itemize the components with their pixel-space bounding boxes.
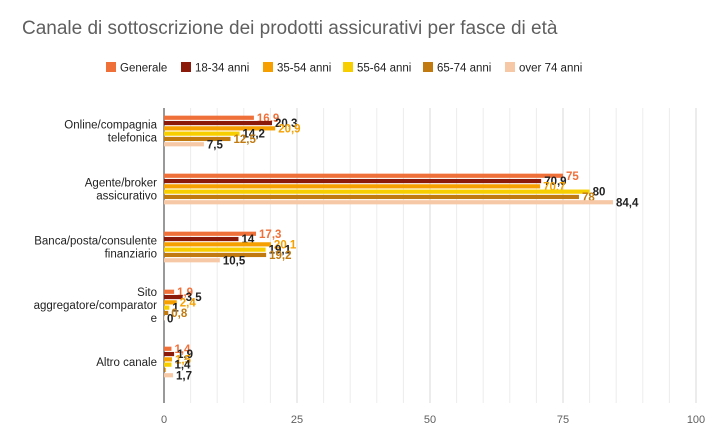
category-label-line: Altro canale — [96, 357, 157, 369]
data-label: 19,1 — [269, 245, 292, 257]
bar — [164, 294, 183, 300]
legend-swatch — [106, 62, 116, 72]
data-label: 0,8 — [171, 308, 188, 320]
category-label-line: assicurativo — [96, 191, 157, 203]
category-label: Altro canale — [96, 357, 157, 369]
bar — [164, 115, 254, 120]
bar — [164, 316, 165, 321]
x-tick-label: 0 — [161, 414, 167, 426]
x-tick-label: 50 — [424, 414, 436, 426]
legend-entry: 65-74 anni — [437, 63, 491, 75]
bar — [164, 142, 204, 147]
legend-swatch — [343, 62, 353, 72]
data-label: 1,4 — [174, 344, 191, 356]
legend-swatch — [423, 62, 433, 72]
x-tick-label: 25 — [291, 414, 303, 426]
legend-entry: 35-54 anni — [277, 63, 331, 75]
category-label-line: e — [151, 313, 157, 325]
x-tick-label: 75 — [557, 414, 569, 426]
bar — [164, 305, 170, 310]
data-label: 14,2 — [243, 129, 265, 141]
data-label: 70,9 — [544, 176, 566, 188]
bar — [164, 126, 276, 131]
data-label: 10,5 — [223, 255, 246, 267]
category-label: Agente/broker assicurativo — [85, 178, 157, 203]
data-label: 1,5 — [175, 354, 192, 366]
legend-entry: 55-64 anni — [357, 63, 411, 75]
legend-entry: over 74 anni — [519, 63, 582, 75]
bar — [164, 184, 541, 189]
bar — [164, 178, 542, 184]
data-label: 7,5 — [207, 139, 224, 151]
bar — [164, 189, 590, 194]
bar — [164, 242, 271, 247]
data-label: 20,1 — [274, 239, 297, 251]
data-label: 20,3 — [275, 118, 297, 130]
data-label: 0 — [167, 313, 173, 325]
data-label: 3,5 — [186, 292, 203, 304]
data-label: 84,4 — [616, 197, 639, 209]
bar — [164, 173, 563, 178]
bar — [164, 236, 239, 242]
bar — [164, 373, 174, 378]
bar — [164, 194, 579, 200]
bar — [164, 252, 267, 258]
category-label-line: telefonica — [108, 133, 158, 145]
category-label-line: Banca/posta/consulente — [34, 236, 157, 248]
bar — [164, 367, 166, 373]
chart-title: Canale di sottoscrizione dei prodotti as… — [22, 18, 558, 39]
bar — [164, 258, 220, 263]
bar — [164, 310, 169, 316]
data-label: 75 — [566, 171, 579, 183]
bar — [164, 136, 231, 142]
bar — [164, 231, 257, 236]
bar — [164, 247, 266, 252]
data-label: 19,2 — [269, 250, 291, 262]
data-label: 2,4 — [180, 297, 197, 309]
legend-swatch — [181, 62, 191, 72]
category-label-line: Sito — [137, 287, 157, 299]
bar — [164, 300, 177, 305]
category-label: Banca/posta/consulente finanziario — [34, 236, 157, 261]
category-label: Online/compagnia telefonica — [64, 120, 157, 145]
legend-entry: 18-34 anni — [195, 63, 249, 75]
x-tick-label: 100 — [687, 414, 705, 426]
data-label: 80 — [593, 187, 606, 199]
category-label-line: Agente/broker — [85, 178, 157, 190]
data-label: 1,4 — [174, 360, 191, 372]
bar — [164, 131, 240, 136]
data-label: 17,3 — [259, 229, 281, 241]
data-label: 1,9 — [177, 349, 193, 361]
data-label: 1,7 — [176, 370, 192, 382]
data-label: 1 — [172, 303, 179, 315]
category-label-line: Online/compagnia — [64, 120, 157, 132]
category-label: Sito aggregatore/comparator e — [34, 287, 158, 325]
category-label-line: finanziario — [105, 249, 157, 261]
bar — [164, 351, 175, 357]
legend-entry: Generale — [120, 63, 167, 75]
bar — [164, 200, 614, 205]
data-label: 20,9 — [278, 123, 300, 135]
legend-swatch — [505, 62, 515, 72]
bar — [164, 289, 175, 294]
bar — [164, 362, 172, 367]
category-label-line: aggregatore/comparator — [34, 300, 158, 312]
bar — [164, 346, 172, 351]
bar — [164, 120, 272, 126]
bar — [164, 357, 172, 362]
legend-swatch — [263, 62, 273, 72]
data-label: 12,5 — [234, 134, 257, 146]
